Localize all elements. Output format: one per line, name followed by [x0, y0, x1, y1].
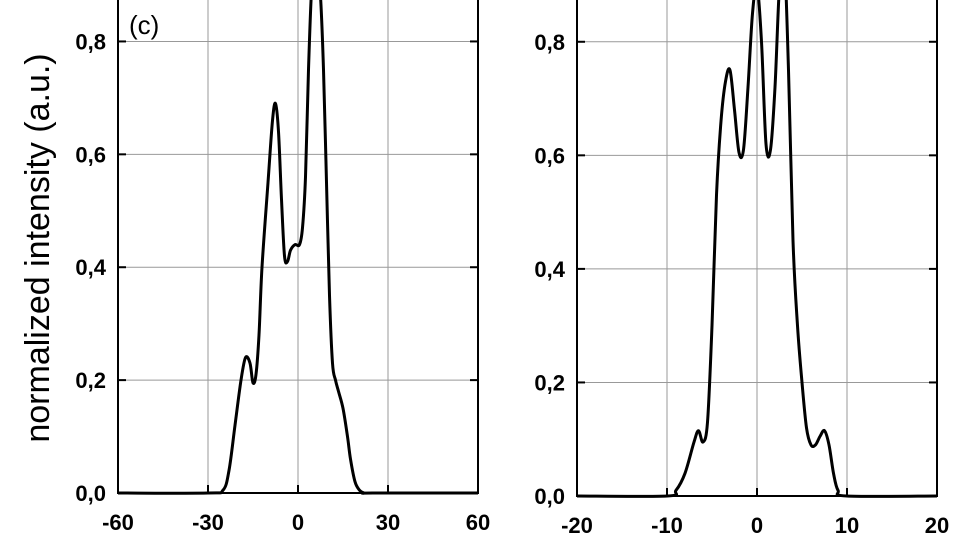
- panel-label: (c): [129, 10, 159, 40]
- x-tick-label: 60: [466, 510, 490, 535]
- y-tick-label: 0,4: [75, 255, 106, 280]
- x-tick-label: 0: [751, 513, 763, 538]
- x-tick-label: 10: [835, 513, 859, 538]
- y-tick-label: 0,6: [534, 143, 565, 168]
- y-tick-label: 0,6: [75, 142, 106, 167]
- x-tick-label: 30: [376, 510, 400, 535]
- x-tick-label: -20: [561, 513, 593, 538]
- y-tick-label: 0,4: [534, 257, 565, 282]
- y-tick-label: 0,2: [534, 370, 565, 395]
- x-tick-label: -10: [651, 513, 683, 538]
- intensity-curve: [118, 0, 478, 495]
- y-axis-title: normalized intensity (a.u.): [19, 53, 57, 442]
- y-tick-label: 0,8: [75, 29, 106, 54]
- x-tick-label: 20: [925, 513, 949, 538]
- intensity-curve: [577, 0, 937, 498]
- y-tick-label: 0,2: [75, 368, 106, 393]
- y-tick-label: 0,0: [534, 484, 565, 509]
- chart-panel-left: -60 -30 0 30 60 0,0 0,2 0,4 0,6 0,8 (c): [75, 0, 490, 535]
- y-tick-label: 0,0: [75, 481, 106, 506]
- y-tick-label: 0,8: [534, 30, 565, 55]
- x-tick-label: -30: [192, 510, 224, 535]
- x-tick-label: 0: [292, 510, 304, 535]
- chart-panel-right: -20 -10 0 10 20 0,0 0,2 0,4 0,6 0,8: [534, 0, 949, 538]
- x-tick-label: -60: [102, 510, 134, 535]
